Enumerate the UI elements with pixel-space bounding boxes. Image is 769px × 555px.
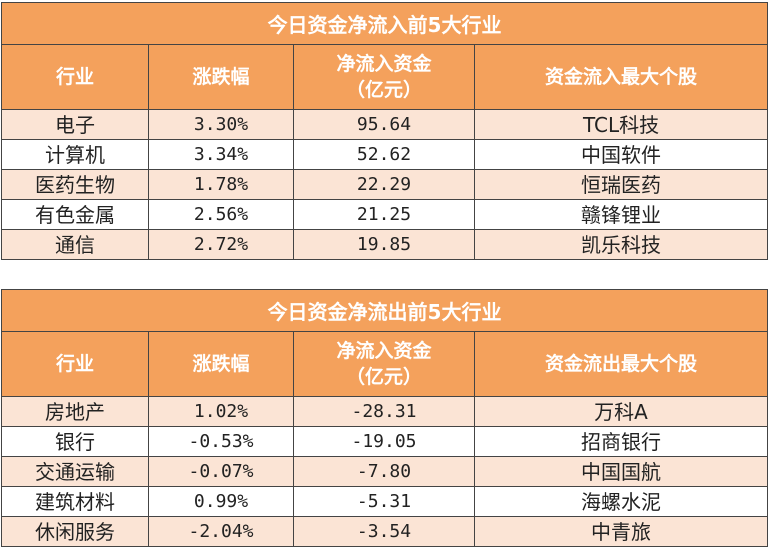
table-row: 有色金属 2.56% 21.25 赣锋锂业: [1, 199, 769, 230]
inflow-table: 今日资金净流入前5大行业 行业 涨跌幅 净流入资金 （亿元） 资金流入最大个股 …: [0, 2, 769, 260]
change-cell: 3.34%: [148, 139, 294, 170]
change-cell: -0.07%: [148, 456, 294, 487]
amount-cell: -28.31: [293, 396, 475, 427]
table-row: 医药生物 1.78% 22.29 恒瑞医药: [1, 169, 769, 200]
header-amount: 净流入资金 （亿元）: [293, 331, 475, 397]
industry-cell: 电子: [1, 109, 149, 140]
amount-cell: 19.85: [293, 229, 475, 260]
industry-cell: 医药生物: [1, 169, 149, 200]
industry-cell: 银行: [1, 426, 149, 457]
inflow-title-row: 今日资金净流入前5大行业: [0, 2, 769, 45]
top-stock-cell: 万科A: [473, 396, 769, 427]
top-stock-cell: 赣锋锂业: [473, 199, 769, 230]
outflow-title-row: 今日资金净流出前5大行业: [0, 289, 769, 332]
header-top-stock: 资金流出最大个股: [473, 331, 769, 397]
change-cell: 1.78%: [148, 169, 294, 200]
change-cell: -2.04%: [148, 516, 294, 547]
outflow-header-row: 行业 涨跌幅 净流入资金 （亿元） 资金流出最大个股: [1, 331, 769, 397]
top-stock-cell: 海螺水泥: [473, 486, 769, 517]
inflow-title: 今日资金净流入前5大行业: [0, 2, 769, 45]
top-stock-cell: 中国国航: [473, 456, 769, 487]
top-stock-cell: 中青旅: [473, 516, 769, 547]
outflow-title: 今日资金净流出前5大行业: [0, 289, 769, 332]
amount-cell: 95.64: [293, 109, 475, 140]
header-industry: 行业: [1, 44, 149, 110]
table-row: 建筑材料 0.99% -5.31 海螺水泥: [1, 486, 769, 517]
industry-cell: 房地产: [1, 396, 149, 427]
header-change: 涨跌幅: [148, 44, 294, 110]
industry-cell: 交通运输: [1, 456, 149, 487]
header-amount: 净流入资金 （亿元）: [293, 44, 475, 110]
header-industry: 行业: [1, 331, 149, 397]
industry-cell: 休闲服务: [1, 516, 149, 547]
top-stock-cell: 恒瑞医药: [473, 169, 769, 200]
change-cell: 1.02%: [148, 396, 294, 427]
header-change: 涨跌幅: [148, 331, 294, 397]
amount-cell: -19.05: [293, 426, 475, 457]
change-cell: -0.53%: [148, 426, 294, 457]
table-row: 交通运输 -0.07% -7.80 中国国航: [1, 456, 769, 487]
header-top-stock: 资金流入最大个股: [473, 44, 769, 110]
industry-cell: 有色金属: [1, 199, 149, 230]
table-row: 房地产 1.02% -28.31 万科A: [1, 396, 769, 427]
table-row: 休闲服务 -2.04% -3.54 中青旅: [1, 516, 769, 547]
amount-cell: 52.62: [293, 139, 475, 170]
table-row: 通信 2.72% 19.85 凯乐科技: [1, 229, 769, 260]
top-stock-cell: TCL科技: [473, 109, 769, 140]
change-cell: 0.99%: [148, 486, 294, 517]
top-stock-cell: 凯乐科技: [473, 229, 769, 260]
change-cell: 2.72%: [148, 229, 294, 260]
table-row: 计算机 3.34% 52.62 中国软件: [1, 139, 769, 170]
top-stock-cell: 中国软件: [473, 139, 769, 170]
table-row: 银行 -0.53% -19.05 招商银行: [1, 426, 769, 457]
inflow-header-row: 行业 涨跌幅 净流入资金 （亿元） 资金流入最大个股: [1, 44, 769, 110]
amount-cell: -7.80: [293, 456, 475, 487]
industry-cell: 建筑材料: [1, 486, 149, 517]
industry-cell: 通信: [1, 229, 149, 260]
outflow-table: 今日资金净流出前5大行业 行业 涨跌幅 净流入资金 （亿元） 资金流出最大个股 …: [0, 289, 769, 547]
industry-cell: 计算机: [1, 139, 149, 170]
amount-cell: -3.54: [293, 516, 475, 547]
amount-cell: 22.29: [293, 169, 475, 200]
amount-cell: 21.25: [293, 199, 475, 230]
change-cell: 2.56%: [148, 199, 294, 230]
table-row: 电子 3.30% 95.64 TCL科技: [1, 109, 769, 140]
change-cell: 3.30%: [148, 109, 294, 140]
amount-cell: -5.31: [293, 486, 475, 517]
top-stock-cell: 招商银行: [473, 426, 769, 457]
